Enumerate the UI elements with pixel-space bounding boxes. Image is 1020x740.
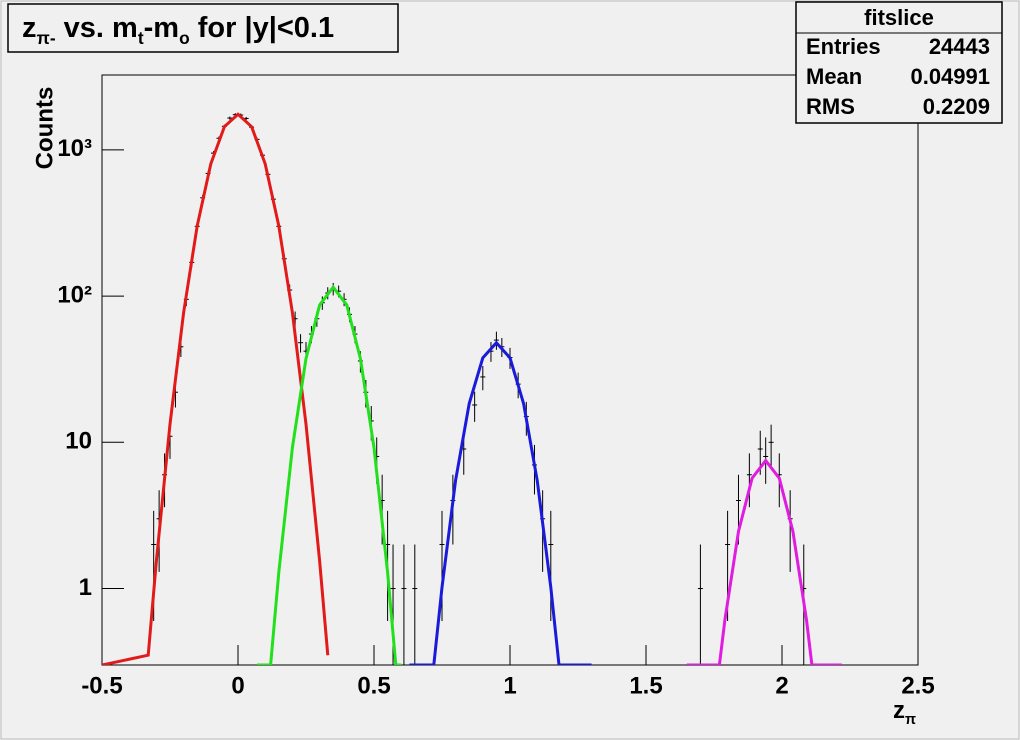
stats-title: fitslice xyxy=(864,5,934,30)
plot-area xyxy=(102,112,842,665)
stats-label: RMS xyxy=(806,94,855,119)
text-part: -m xyxy=(144,12,179,44)
data-point xyxy=(480,365,486,391)
stats-value: 0.2209 xyxy=(923,94,990,119)
stats-label: Entries xyxy=(806,34,881,59)
title-box xyxy=(7,3,399,53)
stats-box: fitslice Entries 24443 Mean 0.04991 RMS 0.220… xyxy=(795,1,1003,124)
fit-curve xyxy=(257,284,402,665)
x-tick-label: 2 xyxy=(775,672,788,699)
chart-title: zπ- vs. mt-mo for |y|<0.1 xyxy=(22,12,334,48)
x-tick-label: 1 xyxy=(503,672,516,699)
x-tick-label: 0 xyxy=(231,672,244,699)
y-tick-label: 10² xyxy=(57,281,92,308)
x-tick-label: -0.5 xyxy=(81,672,122,699)
fit-curve xyxy=(102,112,330,665)
data-point xyxy=(697,544,703,665)
subscript: o xyxy=(179,28,190,48)
data-point xyxy=(768,424,774,467)
subscript: t xyxy=(138,28,144,48)
plot-frame xyxy=(101,74,919,666)
data-point xyxy=(401,544,407,665)
subscript: π xyxy=(905,712,916,728)
subscript: π- xyxy=(37,28,56,48)
data-point xyxy=(227,116,233,120)
stats-frame xyxy=(795,1,1003,124)
data-point xyxy=(412,544,418,665)
data-point xyxy=(472,391,478,422)
data-point xyxy=(548,510,554,621)
data-point xyxy=(298,334,304,353)
text-part: vs. m xyxy=(56,12,138,44)
stats-label: Mean xyxy=(806,64,862,89)
fit-curve xyxy=(409,340,592,665)
stats-value: 24443 xyxy=(929,34,990,59)
text-part: z xyxy=(22,12,37,44)
stats-value: 0.04991 xyxy=(910,64,990,89)
x-axis-label: zπ xyxy=(893,697,916,727)
text-part: for |y|<0.1 xyxy=(190,12,334,44)
text-part: z xyxy=(893,697,905,724)
x-tick-label: 0.5 xyxy=(357,672,390,699)
x-tick-label: 1.5 xyxy=(629,672,662,699)
y-tick-label: 10³ xyxy=(57,135,92,162)
x-tick-label: 2.5 xyxy=(901,672,934,699)
y-tick-label: 10 xyxy=(65,428,92,455)
y-axis-label: Counts xyxy=(31,87,58,170)
data-point xyxy=(746,453,752,508)
fit-curve xyxy=(686,458,842,665)
data-point xyxy=(439,510,445,621)
y-tick-label: 1 xyxy=(79,574,92,601)
